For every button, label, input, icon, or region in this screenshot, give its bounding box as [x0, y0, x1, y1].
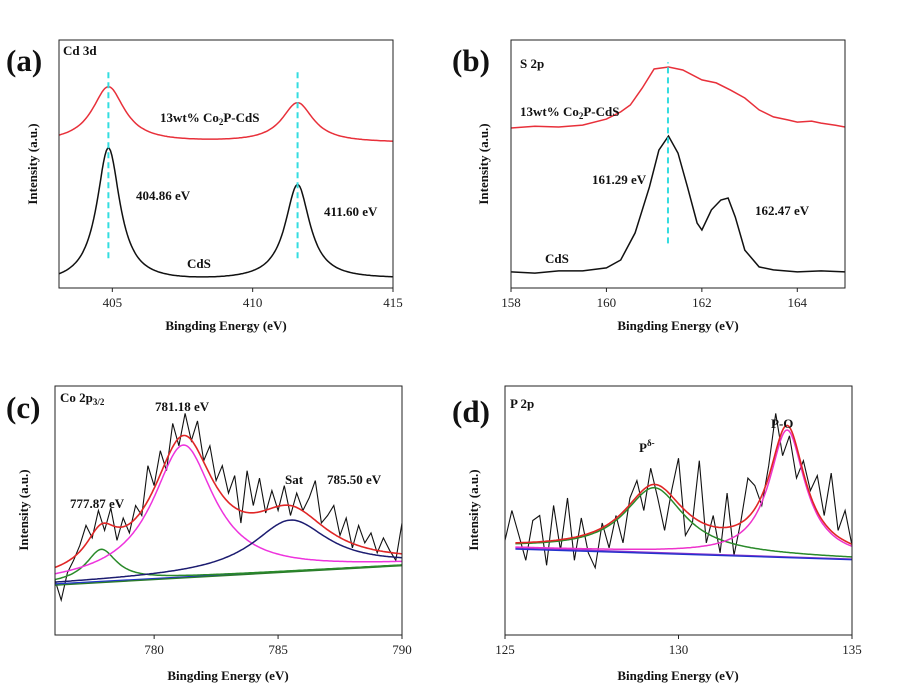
- x-axis-title: Bingding Energy (eV): [167, 668, 288, 683]
- x-ticks: 405 410 415: [103, 288, 403, 310]
- fit-component-peak: [55, 519, 402, 583]
- series-line-cds: [511, 134, 845, 274]
- peak-label-781: 781.18 eV: [155, 399, 210, 414]
- panel-letter: (c): [6, 390, 40, 425]
- x-tick-label: 405: [103, 295, 123, 310]
- y-axis-title: Intensity (a.u.): [466, 469, 481, 550]
- sat-label: Sat: [285, 472, 304, 487]
- panel-b: (b) 158 160 162 164 S 2p 13wt% Co2P-CdS 161…: [452, 39, 846, 333]
- p-delta-label: Pδ-: [639, 438, 655, 455]
- plot-area: [59, 69, 393, 278]
- x-tick-label: 790: [392, 642, 412, 657]
- plot-frame: [504, 385, 853, 636]
- x-axis-title: Bingding Energy (eV): [617, 668, 738, 683]
- peak-label-785: 785.50 eV: [327, 472, 382, 487]
- x-tick-label: 130: [669, 642, 689, 657]
- x-axis-title: Bingding Energy (eV): [165, 318, 286, 333]
- series-label-sample: 13wt% Co2P-CdS: [520, 104, 619, 121]
- plot-area: [511, 62, 845, 274]
- panel-d: (d) 125 130 135 P 2p Pδ- P-O Bingding Ener…: [452, 385, 862, 683]
- y-axis-title: Intensity (a.u.): [25, 123, 40, 204]
- series-label-sample: 13wt% Co2P-CdS: [160, 110, 259, 127]
- panel-a: (a) 405 410 415 Cd 3d 13wt% Co2P-CdS 404.8…: [6, 39, 403, 333]
- x-tick-label: 780: [144, 642, 164, 657]
- panel-title: Co 2p3/2: [60, 390, 105, 407]
- plot-frame: [54, 385, 403, 636]
- panel-c: (c) 780 785 790 Co 2p3/2 781.18 eV 777.87 …: [6, 385, 412, 683]
- peak-label-2: 411.60 eV: [324, 204, 378, 219]
- y-axis-title: Intensity (a.u.): [476, 123, 491, 204]
- x-ticks: 125 130 135: [495, 635, 862, 657]
- fit-component-peak: [55, 548, 402, 581]
- series-label-reference: CdS: [545, 251, 569, 266]
- plot-area: [55, 413, 402, 603]
- series-label-reference: CdS: [187, 256, 211, 271]
- x-ticks: 780 785 790: [144, 635, 412, 657]
- fit-component-peak: [515, 429, 852, 551]
- x-tick-label: 135: [842, 642, 862, 657]
- fit-component-peak: [55, 444, 402, 575]
- raw-spectrum-line: [505, 413, 852, 570]
- x-tick-label: 158: [501, 295, 521, 310]
- x-tick-label: 162: [692, 295, 712, 310]
- y-axis-title: Intensity (a.u.): [16, 469, 31, 550]
- peak-label-1: 404.86 eV: [136, 188, 191, 203]
- peak-label-1: 161.29 eV: [592, 172, 647, 187]
- fit-component-peak: [515, 486, 852, 558]
- x-tick-label: 125: [495, 642, 515, 657]
- series-line-co2p-cds: [511, 66, 845, 129]
- x-tick-label: 164: [788, 295, 808, 310]
- x-axis-title: Bingding Energy (eV): [617, 318, 738, 333]
- x-tick-label: 785: [268, 642, 288, 657]
- x-tick-label: 410: [243, 295, 263, 310]
- p-o-label: P-O: [771, 416, 793, 431]
- panel-title: P 2p: [510, 396, 534, 411]
- raw-spectrum-line: [55, 413, 402, 603]
- panel-title: S 2p: [520, 56, 544, 71]
- fit-envelope-line: [55, 434, 402, 569]
- background-line: [515, 548, 852, 561]
- panel-letter: (a): [6, 43, 42, 78]
- panel-title: Cd 3d: [63, 43, 97, 58]
- plot-frame: [58, 39, 394, 289]
- plot-frame: [510, 39, 846, 289]
- panel-letter: (b): [452, 43, 490, 78]
- background-line: [55, 564, 402, 586]
- peak-label-777: 777.87 eV: [70, 496, 125, 511]
- x-tick-label: 160: [597, 295, 617, 310]
- fit-envelope-line: [515, 424, 852, 545]
- panel-letter: (d): [452, 394, 490, 429]
- plot-area: [505, 413, 852, 570]
- x-ticks: 158 160 162 164: [501, 288, 808, 310]
- series-line-co2p-cds: [59, 86, 393, 142]
- series-line-cds: [59, 147, 393, 278]
- x-tick-label: 415: [383, 295, 403, 310]
- peak-label-2: 162.47 eV: [755, 203, 810, 218]
